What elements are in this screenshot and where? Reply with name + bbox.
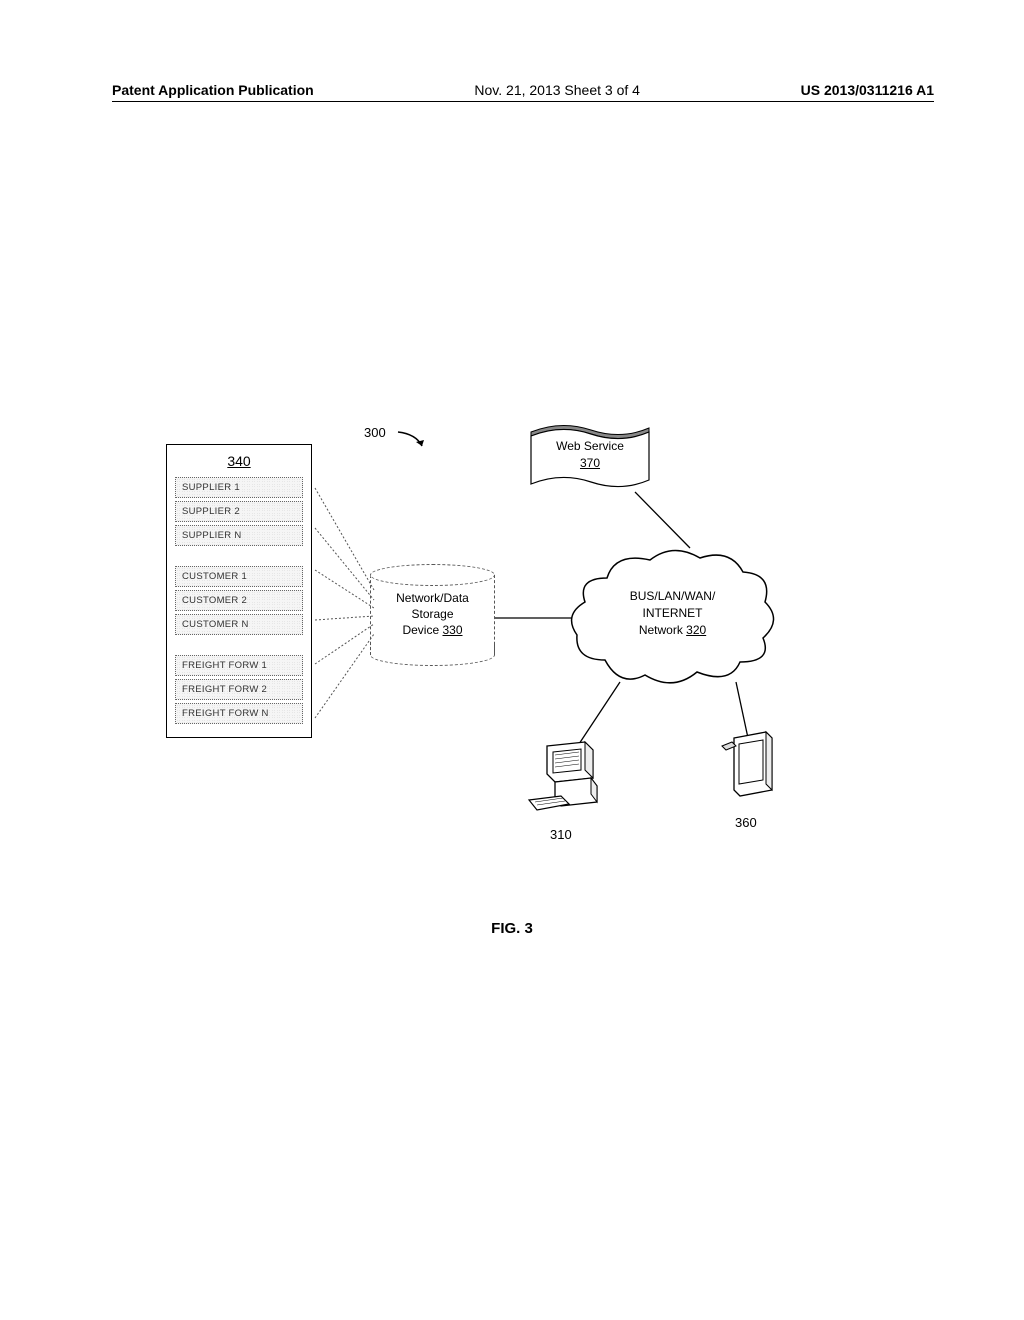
figure-3-diagram: 300 340 SUPPLIER 1 SUPPLIER 2 SUPPLIER N… <box>160 420 900 900</box>
web-service-banner: Web Service 370 <box>525 422 655 494</box>
mobile-device <box>720 728 776 802</box>
reference-label-300: 300 <box>364 425 386 440</box>
list-item: SUPPLIER N <box>175 525 303 546</box>
reference-label-310: 310 <box>550 827 572 842</box>
list-gap <box>175 638 303 652</box>
list-item: CUSTOMER 2 <box>175 590 303 611</box>
cylinder-bottom-icon <box>370 644 495 666</box>
banner-ref: 370 <box>580 456 600 470</box>
page-header: Patent Application Publication Nov. 21, … <box>112 82 934 102</box>
list-item: CUSTOMER 1 <box>175 566 303 587</box>
cylinder-line1: Network/Data <box>396 591 469 605</box>
cylinder-label: Network/Data Storage Device 330 <box>370 590 495 639</box>
computer-terminal <box>525 740 610 820</box>
cloud-line2: INTERNET <box>643 606 703 620</box>
list-item: SUPPLIER 1 <box>175 477 303 498</box>
cylinder-line3-prefix: Device <box>402 623 442 637</box>
list-item: FREIGHT FORW 2 <box>175 679 303 700</box>
list-item: CUSTOMER N <box>175 614 303 635</box>
list-item: FREIGHT FORW N <box>175 703 303 724</box>
cylinder-top-icon <box>370 564 495 586</box>
computer-icon <box>525 740 610 820</box>
header-date-sheet: Nov. 21, 2013 Sheet 3 of 4 <box>474 82 640 98</box>
cloud-line3-prefix: Network <box>639 623 686 637</box>
cylinder-line2: Storage <box>411 607 453 621</box>
reference-300-arrow-icon <box>396 430 430 452</box>
entity-box-ref: 340 <box>175 453 303 469</box>
figure-caption: FIG. 3 <box>0 920 1024 937</box>
cloud-ref: 320 <box>686 623 706 637</box>
banner-line1: Web Service <box>556 439 624 453</box>
cloud-line1: BUS/LAN/WAN/ <box>630 589 716 603</box>
banner-label: Web Service 370 <box>525 438 655 473</box>
list-item: SUPPLIER 2 <box>175 501 303 522</box>
entity-list-box: 340 SUPPLIER 1 SUPPLIER 2 SUPPLIER N CUS… <box>166 444 312 738</box>
cloud-label: BUS/LAN/WAN/ INTERNET Network 320 <box>565 588 780 638</box>
list-gap <box>175 549 303 563</box>
page: Patent Application Publication Nov. 21, … <box>0 0 1024 1320</box>
list-item: FREIGHT FORW 1 <box>175 655 303 676</box>
header-publication: Patent Application Publication <box>112 82 314 98</box>
storage-cylinder: Network/Data Storage Device 330 <box>370 564 495 666</box>
cylinder-ref: 330 <box>442 623 462 637</box>
reference-label-360: 360 <box>735 815 757 830</box>
tablet-icon <box>720 728 776 802</box>
header-pub-number: US 2013/0311216 A1 <box>801 82 934 98</box>
network-cloud: BUS/LAN/WAN/ INTERNET Network 320 <box>565 540 780 695</box>
